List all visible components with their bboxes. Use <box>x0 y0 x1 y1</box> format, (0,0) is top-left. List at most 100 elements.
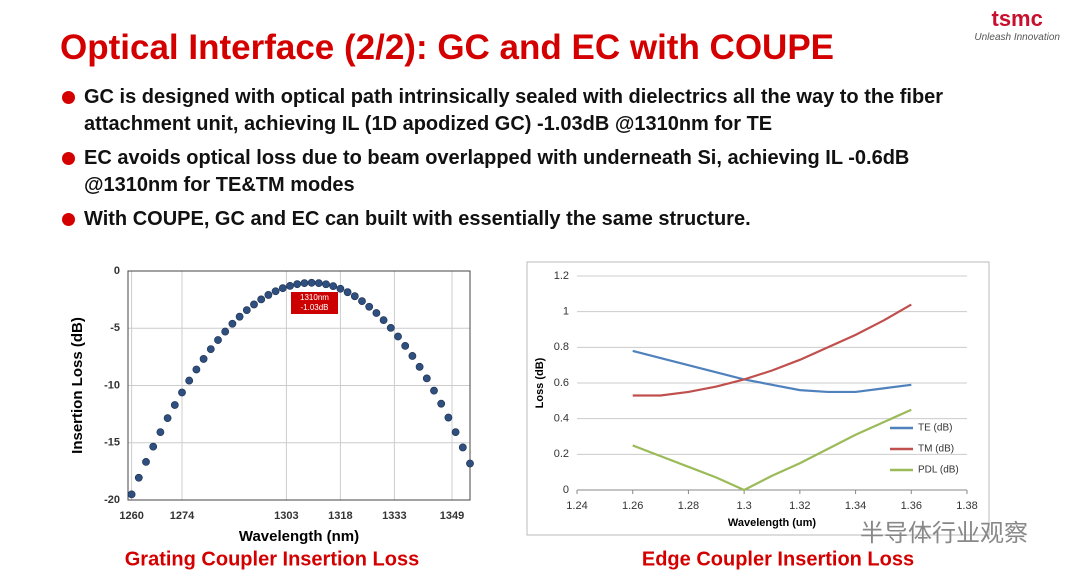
bullet: With COUPE, GC and EC can built with ess… <box>60 206 980 233</box>
data-point <box>329 282 338 291</box>
legend-label: TE (dB) <box>918 423 952 434</box>
annotation-box <box>291 292 338 314</box>
data-point <box>358 297 366 306</box>
x-tick-label: 1318 <box>328 510 352 522</box>
data-point <box>178 388 186 397</box>
y-tick-label: -5 <box>110 322 120 334</box>
data-point <box>228 319 237 328</box>
data-point <box>343 288 352 297</box>
data-point <box>214 336 222 344</box>
data-point <box>199 355 208 363</box>
chart-caption: Grating Coupler Insertion Loss <box>125 548 419 570</box>
y-tick-label: 1.2 <box>554 270 569 282</box>
data-point <box>458 443 467 452</box>
bullet-text: With COUPE, GC and EC can built with ess… <box>84 208 751 230</box>
data-point <box>386 324 395 332</box>
bullet-text: GC is designed with optical path intrins… <box>84 86 944 135</box>
data-point <box>264 291 273 299</box>
y-tick-label: -10 <box>104 379 120 391</box>
x-axis-label: Wavelength (nm) <box>239 528 359 545</box>
data-point <box>293 280 302 289</box>
bullet: GC is designed with optical path intrins… <box>60 84 980 138</box>
y-axis-label: Insertion Loss (dB) <box>69 317 86 454</box>
y-tick-label: 0 <box>563 484 569 496</box>
data-point <box>192 365 201 374</box>
bullet-list: GC is designed with optical path intrins… <box>60 84 980 240</box>
series-line <box>632 303 912 397</box>
data-point <box>451 428 460 437</box>
x-tick-label: 1.26 <box>622 500 643 512</box>
bullet-text: EC avoids optical loss due to beam overl… <box>84 147 910 196</box>
tagline: Unleash Innovation <box>974 32 1060 43</box>
x-tick-label: 1333 <box>382 510 406 522</box>
data-point <box>365 302 374 311</box>
data-point <box>430 386 438 395</box>
data-point <box>350 292 359 301</box>
data-point <box>185 376 194 385</box>
x-axis-label: Wavelength (um) <box>728 517 817 529</box>
y-tick-label: 0 <box>114 265 120 277</box>
annotation-text: 1310nm <box>300 293 329 302</box>
series-line <box>632 408 912 492</box>
annotation-text: -1.03dB <box>300 303 328 312</box>
x-tick-label: 1.32 <box>789 500 810 512</box>
data-point <box>437 399 446 408</box>
data-point <box>242 306 251 315</box>
x-tick-label: 1303 <box>274 510 298 522</box>
data-point <box>444 413 453 422</box>
logo-mark: tsmc <box>991 6 1043 31</box>
data-point <box>300 279 309 288</box>
series-line <box>632 349 912 394</box>
y-tick-label: 0.8 <box>554 341 569 353</box>
logo: tsmc Unleash Innovation <box>974 6 1060 43</box>
y-tick-label: -20 <box>104 494 120 506</box>
data-point <box>271 287 280 296</box>
plot-border <box>127 270 471 501</box>
y-tick-label: 1 <box>563 306 569 318</box>
legend-label: PDL (dB) <box>918 465 959 476</box>
data-point <box>127 490 136 499</box>
x-tick-label: 1.34 <box>845 500 866 512</box>
y-tick-label: 0.6 <box>554 377 569 389</box>
y-axis-label: Loss (dB) <box>534 357 546 408</box>
x-tick-label: 1.28 <box>678 500 699 512</box>
data-point <box>408 352 417 360</box>
data-point <box>278 284 287 293</box>
data-point <box>422 374 431 383</box>
data-point <box>307 278 316 287</box>
y-tick-label: 0.2 <box>554 448 569 460</box>
data-point <box>149 442 158 451</box>
data-point <box>134 473 143 482</box>
x-tick-label: 1.38 <box>956 500 977 512</box>
x-tick-label: 1.36 <box>901 500 922 512</box>
legend-label: TM (dB) <box>918 444 954 455</box>
x-tick-label: 1349 <box>440 510 464 522</box>
data-point <box>336 284 345 293</box>
data-point <box>415 362 424 371</box>
x-tick-label: 1.24 <box>566 500 587 512</box>
slide-title: Optical Interface (2/2): GC and EC with … <box>60 28 835 67</box>
data-point <box>379 316 388 325</box>
data-point <box>250 300 258 309</box>
data-point <box>163 414 172 423</box>
data-point <box>257 295 266 304</box>
y-tick-label: 0.4 <box>554 413 569 425</box>
data-point <box>314 279 323 288</box>
y-tick-label: -15 <box>104 437 120 449</box>
data-point <box>235 312 244 321</box>
chart-caption: Edge Coupler Insertion Loss <box>642 548 914 570</box>
bullet: EC avoids optical loss due to beam overl… <box>60 145 980 199</box>
data-point <box>156 428 165 437</box>
data-point <box>372 309 381 317</box>
data-point <box>322 280 330 289</box>
x-tick-label: 1260 <box>119 510 143 522</box>
data-point <box>394 332 402 341</box>
watermark: 半导体行业观察 <box>860 519 1028 547</box>
x-tick-label: 1274 <box>170 510 195 522</box>
data-point <box>206 345 215 353</box>
data-point <box>142 457 150 466</box>
data-point <box>401 341 410 350</box>
data-point <box>221 327 230 336</box>
